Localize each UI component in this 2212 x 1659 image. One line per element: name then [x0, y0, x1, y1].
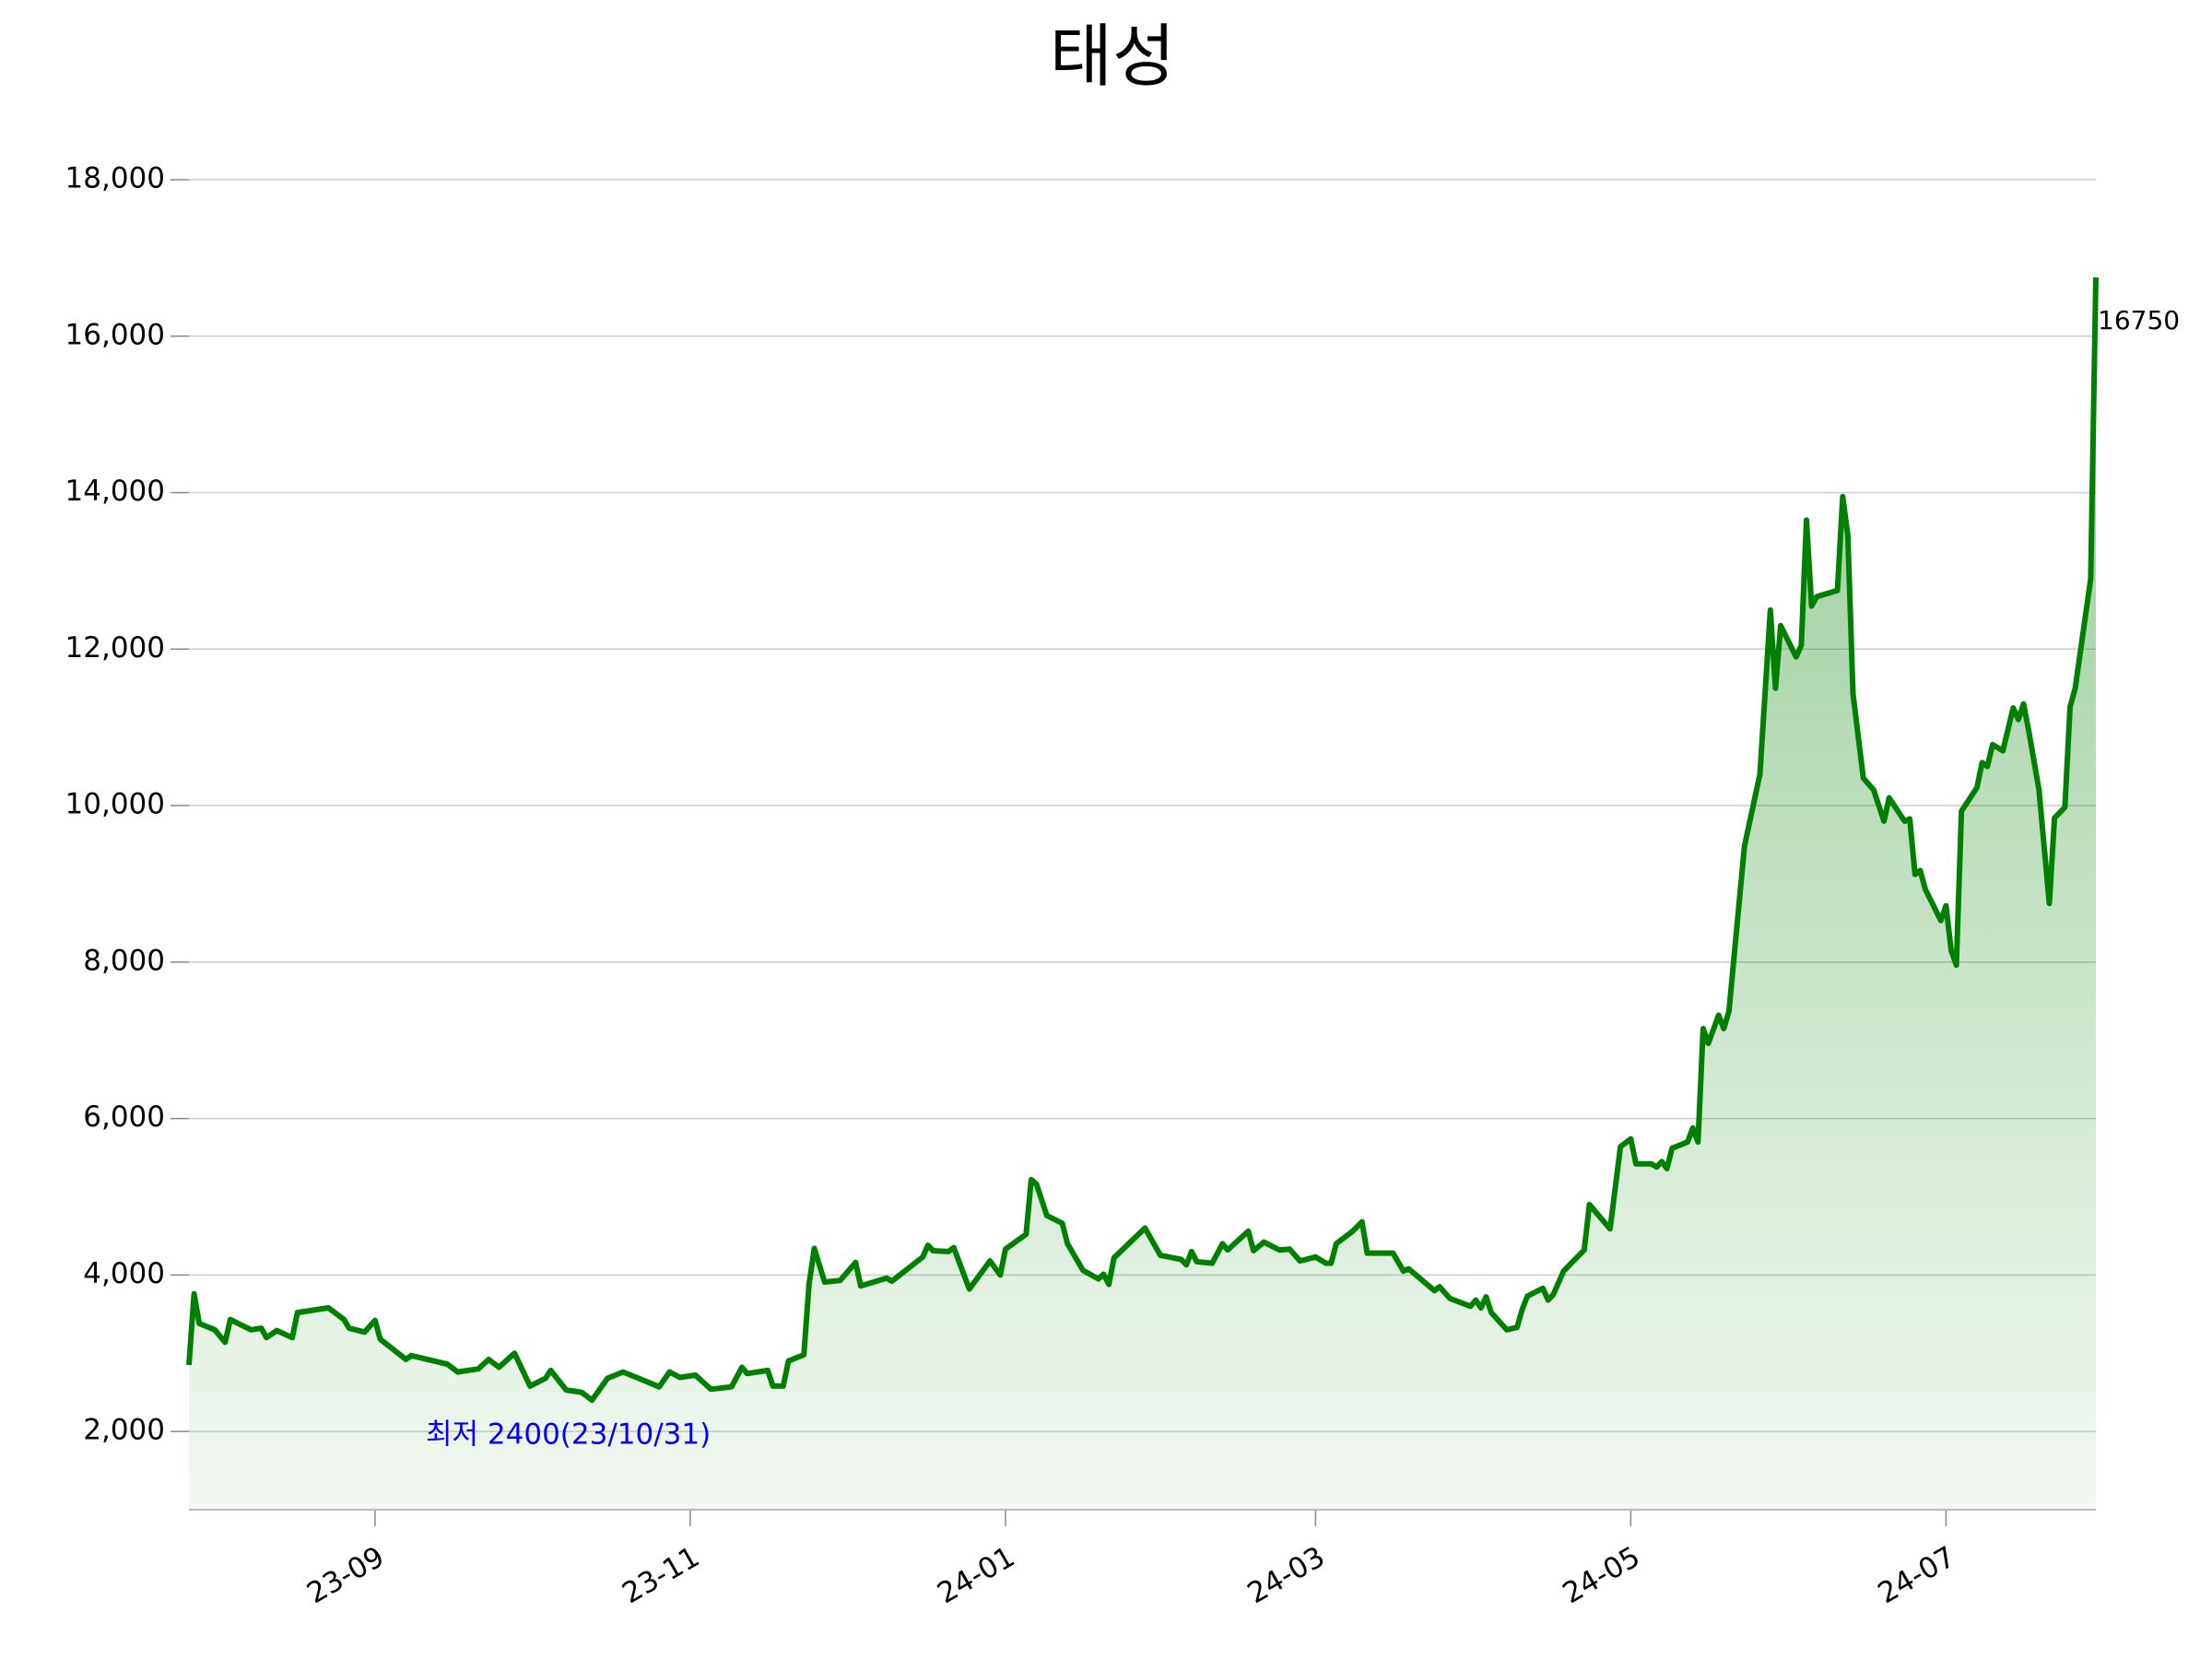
y-tick-label: 8,000: [83, 944, 165, 977]
y-tick-label: 12,000: [65, 631, 165, 665]
y-tick-label: 6,000: [83, 1100, 165, 1134]
y-tick-label: 2,000: [83, 1414, 165, 1447]
area: [189, 277, 2096, 1511]
y-tick-label: 18,000: [65, 162, 165, 195]
x-tick-label: 23-09: [301, 1540, 390, 1610]
value-label: 16750: [2098, 305, 2180, 335]
x-tick-label: 24-07: [1873, 1540, 1961, 1610]
x-tick-label: 24-05: [1558, 1540, 1646, 1610]
y-tick-label: 10,000: [65, 788, 165, 821]
line: [186, 277, 2099, 1404]
x-tick-label: 24-03: [1242, 1540, 1331, 1610]
y-tick-label: 4,000: [83, 1257, 165, 1290]
y-tick-label: 16,000: [65, 318, 165, 351]
chart-title: 태성: [1050, 18, 1175, 97]
x-tick-label: 23-11: [617, 1540, 705, 1610]
annotation: 최저 2400(23/10/31): [426, 1418, 711, 1452]
x-tick-label: 24-01: [932, 1540, 1020, 1610]
y-tick-label: 14,000: [65, 475, 165, 508]
